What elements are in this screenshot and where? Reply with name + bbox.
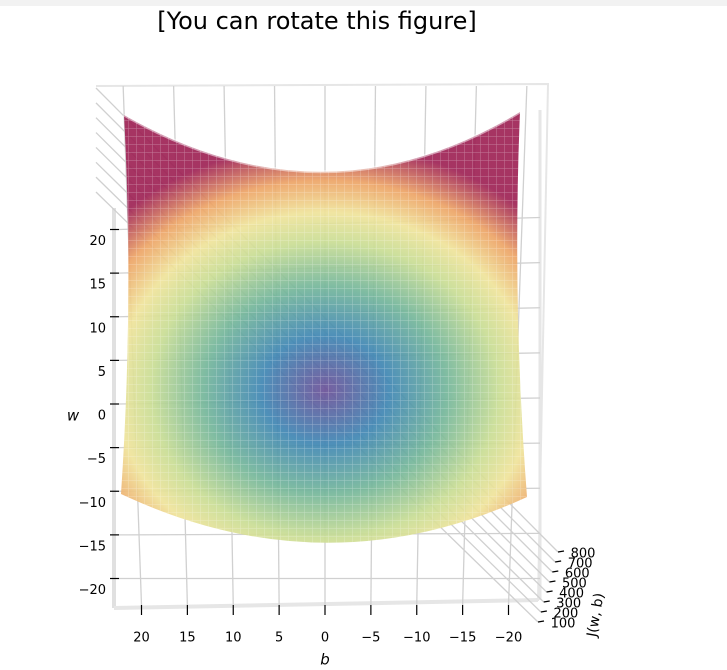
y-axis-label: w [67, 407, 80, 425]
x-tick-label: 0 [321, 631, 329, 646]
z-tick [557, 550, 565, 553]
z-tick [543, 600, 550, 603]
y-tick-label: 15 [89, 278, 106, 293]
z-tick [549, 580, 556, 583]
x-tick-label: 10 [225, 631, 242, 646]
y-tick-label: −20 [79, 583, 106, 598]
z-tick-label: 300 [556, 597, 581, 612]
x-tick-label: −10 [403, 631, 430, 646]
panes [95, 82, 550, 610]
y-tick-label: 5 [98, 365, 106, 380]
z-tick-label: 700 [568, 557, 593, 572]
x-axis-label: b [320, 651, 330, 669]
z-tick-label: 800 [571, 547, 596, 562]
chart-title: [You can rotate this figure] [157, 7, 477, 35]
z-tick [555, 560, 562, 563]
z-tick [537, 620, 545, 623]
x-tick-label: 5 [275, 631, 283, 646]
y-tick-label: −10 [79, 496, 106, 511]
x-tick-label: 15 [179, 631, 196, 646]
z-tick-label: 500 [562, 577, 587, 592]
z-tick [540, 610, 547, 613]
z-tick [552, 570, 559, 573]
z-tick [546, 590, 553, 593]
z-axis-label: J(w, b) [584, 592, 608, 639]
x-tick-label: 20 [133, 631, 150, 646]
y-tick-label: −15 [79, 539, 106, 554]
y-tick-label: 0 [98, 409, 106, 424]
surface [121, 110, 527, 543]
x-tick-label: −5 [361, 631, 380, 646]
y-tick-label: 10 [89, 321, 106, 336]
top-bar [0, 0, 727, 6]
y-tick-label: 20 [89, 234, 106, 249]
z-tick-label: 100 [551, 617, 576, 632]
z-tick-label: 400 [559, 587, 584, 602]
z-tick-label: 600 [565, 567, 590, 582]
y-tick-label: −5 [87, 452, 106, 467]
x-tick-label: −20 [495, 631, 522, 646]
x-tick-label: −15 [449, 631, 476, 646]
z-tick-label: 200 [553, 607, 578, 622]
